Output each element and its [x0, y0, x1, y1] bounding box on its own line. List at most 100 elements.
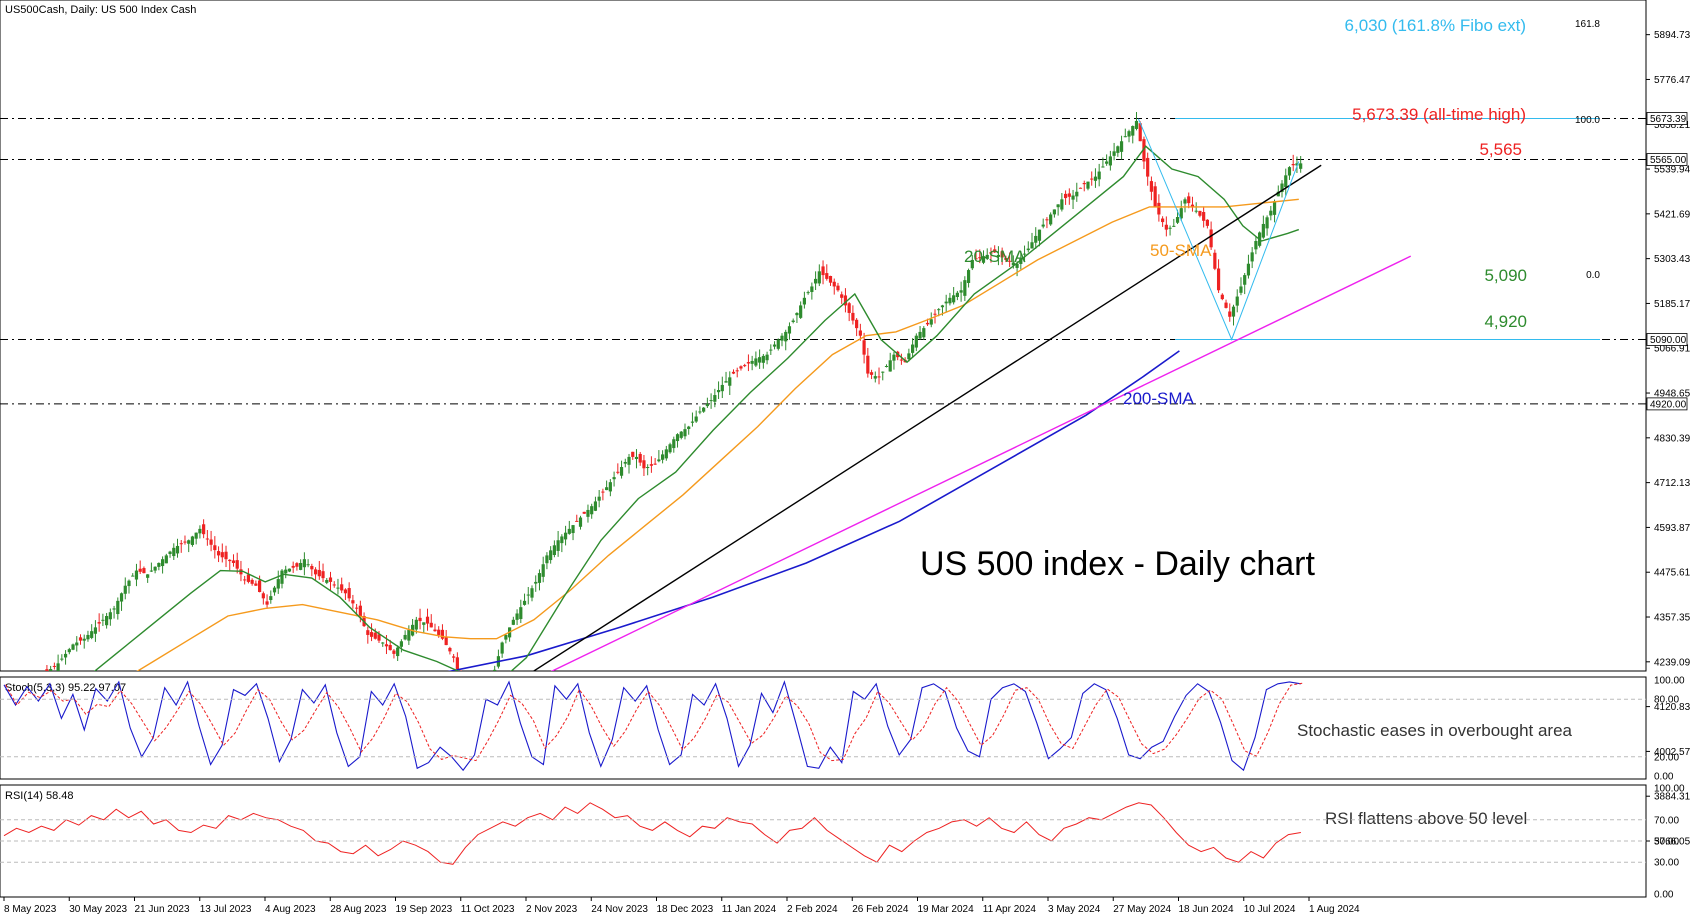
candle-body — [1146, 157, 1150, 177]
candle-body — [657, 459, 661, 462]
candle-body — [1090, 178, 1094, 180]
x-tick-label: 4 Aug 2023 — [265, 904, 316, 915]
candle-body — [642, 460, 646, 469]
y-tick-label: 4120.83 — [1654, 702, 1690, 713]
candle-body — [672, 439, 676, 449]
main-header: US500Cash, Daily: US 500 Index Cash — [5, 4, 196, 16]
candle-body — [213, 545, 217, 551]
candle-body — [791, 320, 795, 322]
candle-body — [235, 560, 239, 569]
candle-body — [392, 650, 396, 654]
candle-body — [1265, 217, 1269, 229]
candle-body — [224, 551, 228, 560]
sma50-label: 50-SMA — [1150, 241, 1212, 260]
candle-body — [772, 344, 777, 347]
candle-body — [985, 254, 989, 259]
candle-body — [687, 426, 691, 430]
candle-body — [175, 545, 180, 554]
candle-body — [261, 593, 265, 599]
price-tag-label: 4920.00 — [1650, 399, 1687, 410]
candle-body — [515, 613, 519, 620]
x-tick-label: 19 Sep 2023 — [396, 904, 453, 915]
stoch-annotation: Stochastic eases in overbought area — [1297, 721, 1573, 740]
candle-body — [817, 271, 821, 284]
candle-body — [403, 634, 407, 640]
candle-body — [295, 563, 299, 567]
y-tick-label: 5894.73 — [1654, 30, 1690, 41]
candle-body — [246, 574, 251, 582]
candle-body — [93, 627, 98, 634]
candle-body — [160, 559, 165, 567]
candle-body — [612, 477, 616, 480]
candle-body — [310, 566, 314, 570]
candle-body — [220, 552, 224, 558]
candle-body — [1202, 212, 1206, 221]
candle-body — [1254, 241, 1258, 250]
candle-body — [272, 587, 277, 593]
candle-body — [828, 275, 833, 283]
candle-body — [164, 555, 168, 564]
candle-body — [1004, 257, 1008, 260]
candle-body — [190, 536, 195, 545]
candle-body — [925, 322, 930, 325]
candle-body — [1067, 193, 1071, 197]
y-tick-label: 4830.39 — [1654, 433, 1690, 444]
x-tick-label: 11 Apr 2024 — [983, 904, 1037, 915]
candle-body — [377, 634, 381, 641]
fib-161-label: 161.8 — [1575, 19, 1600, 30]
candle-body — [627, 456, 631, 465]
candle-body — [675, 434, 680, 442]
candle-body — [1228, 311, 1232, 317]
candle-body — [963, 280, 967, 296]
candle-body — [52, 665, 56, 667]
candle-body — [1172, 225, 1176, 227]
candle-body — [918, 331, 922, 339]
candle-body — [888, 360, 892, 372]
candle-body — [56, 663, 60, 671]
candle-body — [1239, 286, 1243, 293]
candle-body — [1075, 191, 1079, 197]
candle-body — [840, 294, 844, 298]
candle-body — [1101, 166, 1105, 168]
x-tick-label: 11 Jan 2024 — [722, 904, 777, 915]
x-tick-label: 11 Oct 2023 — [461, 904, 515, 915]
y-tick-label: 5421.69 — [1654, 209, 1690, 220]
candle-body — [205, 538, 209, 540]
candle-body — [560, 536, 564, 544]
candle-body — [336, 587, 340, 589]
candle-body — [1198, 210, 1202, 216]
candle-body — [231, 560, 236, 563]
x-tick-label: 18 Dec 2023 — [657, 904, 714, 915]
candle-body — [761, 355, 765, 363]
candle-body — [429, 622, 433, 628]
stoch-level-label: 100.00 — [1654, 676, 1685, 687]
candle-body — [101, 619, 105, 621]
candle-body — [119, 593, 124, 602]
fib-swing-line — [1137, 118, 1300, 341]
x-tick-label: 3 May 2024 — [1048, 904, 1101, 915]
candle-body — [396, 647, 400, 657]
candle-body — [1164, 224, 1168, 230]
candle-body — [1231, 306, 1236, 317]
y-tick-label: 4357.35 — [1654, 613, 1690, 624]
candle-body — [825, 273, 829, 279]
candle-body — [60, 658, 64, 660]
rsi-line — [3, 802, 1301, 865]
x-tick-label: 2 Feb 2024 — [787, 904, 838, 915]
main-panel — [0, 0, 1647, 672]
sma50-line — [136, 198, 1299, 671]
candle-body — [455, 657, 459, 670]
candle-body — [287, 568, 292, 572]
candle-body — [86, 634, 90, 640]
level-5090-label: 5,090 — [1484, 266, 1527, 285]
candle-body — [209, 539, 213, 545]
candle-body — [134, 570, 139, 580]
candle-body — [250, 579, 254, 584]
candle-body — [1049, 214, 1053, 225]
candle-body — [978, 257, 982, 259]
candle-body — [646, 467, 650, 469]
candle-body — [1097, 171, 1101, 180]
candle-body — [1284, 175, 1288, 188]
candle-body — [959, 290, 963, 293]
candle-body — [567, 528, 571, 534]
